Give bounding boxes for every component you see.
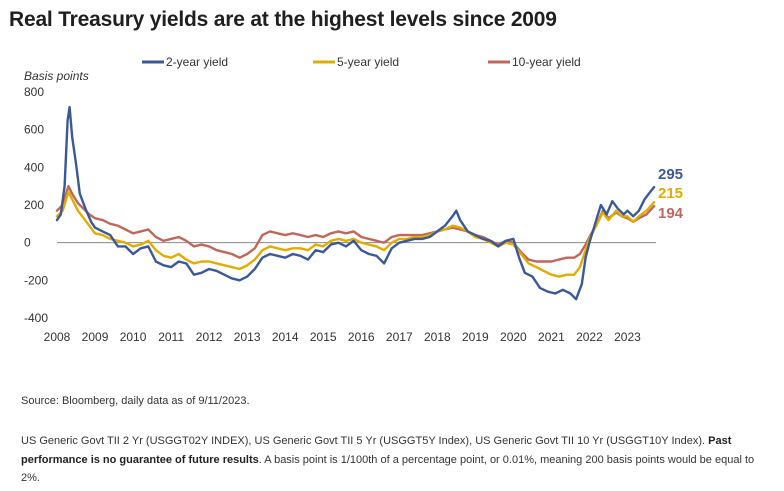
line-chart: Basis points -400 -200 0 200 400 600 800 2008 200… [24,55,684,344]
x-tick-label: 2016 [348,330,375,344]
y-axis-label: Basis points [24,69,89,83]
y-tick-label: -400 [24,311,48,325]
x-tick-label: 2019 [462,330,489,344]
y-tick-label: 600 [24,123,44,137]
series-line-2yr [55,105,656,301]
x-tick-label: 2010 [120,330,147,344]
x-tick-label: 2020 [500,330,527,344]
legend-label: 5-year yield [337,55,399,69]
chart-title: Real Treasury yields are at the highest … [9,8,557,31]
x-tick-label: 2009 [82,330,109,344]
series-line-10yr [55,185,656,263]
footnote-text: US Generic Govt TII 2 Yr (USGGT02Y INDEX… [21,435,709,447]
y-tick-label: -200 [24,273,48,287]
y-tick-label: 200 [24,198,44,212]
end-value-label: 194 [658,205,684,222]
x-tick-label: 2008 [44,330,71,344]
footnote-bold: Past performance is no guarantee of futu… [21,435,732,466]
source-note: Source: Bloomberg, daily data as of 9/11… [21,395,250,407]
x-tick-label: 2018 [424,330,451,344]
x-tick-label: 2014 [272,330,299,344]
end-value-label: 295 [658,166,683,183]
x-tick-label: 2023 [614,330,641,344]
x-tick-label: 2021 [538,330,565,344]
x-tick-label: 2017 [386,330,413,344]
x-tick-label: 2011 [158,330,184,344]
footnote: US Generic Govt TII 2 Yr (USGGT02Y INDEX… [21,432,766,488]
legend-label: 10-year yield [512,55,581,69]
y-tick-label: 400 [24,160,44,174]
legend-label: 2-year yield [166,55,228,69]
footnote-text-end: . A basis point is 1/100th of a percenta… [21,453,755,485]
x-tick-label: 2015 [310,330,337,344]
y-tick-label: 800 [24,85,44,99]
x-tick-label: 2013 [234,330,261,344]
end-value-label: 215 [658,185,683,202]
x-tick-label: 2022 [576,330,603,344]
series-line-5yr [55,190,656,278]
y-tick-label: 0 [24,236,31,250]
x-tick-label: 2012 [196,330,223,344]
